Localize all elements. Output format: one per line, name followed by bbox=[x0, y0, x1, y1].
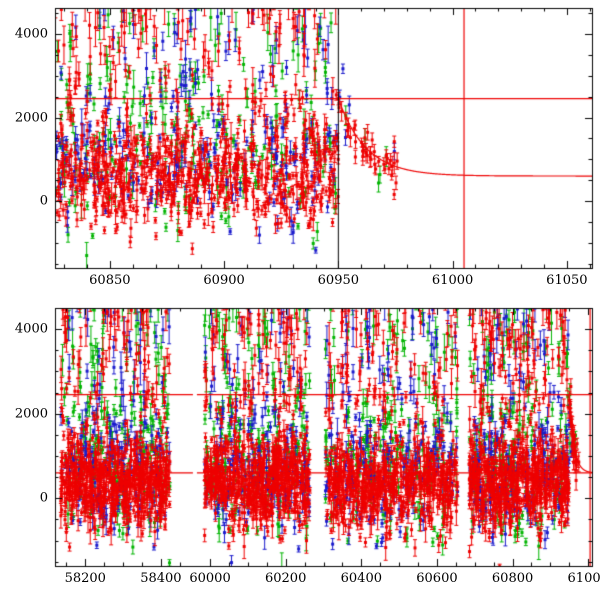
chart-canvas bbox=[0, 0, 600, 600]
light-curve-figure: 60850 60900 60950 61000 61050 0 2000 4000 58200 5… bbox=[0, 0, 600, 600]
